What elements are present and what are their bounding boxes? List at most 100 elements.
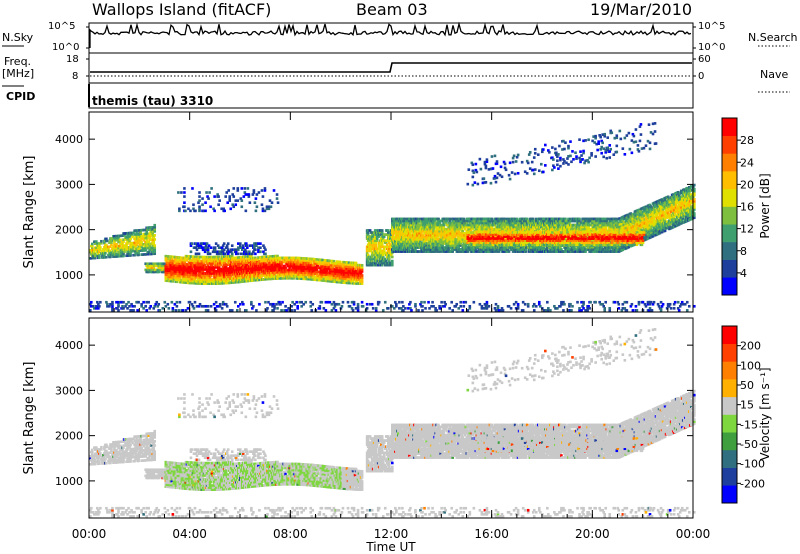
power-cell (194, 271, 198, 275)
power-cell (117, 246, 120, 250)
power-cell (264, 271, 267, 275)
power-cell (312, 263, 316, 267)
power-cell (345, 279, 349, 283)
power-cell (256, 260, 259, 264)
power-cell (213, 276, 217, 279)
power-cell (384, 259, 388, 263)
power-cell (368, 237, 372, 240)
power-cell (221, 244, 225, 247)
power-cell (114, 238, 117, 242)
power-cell (203, 250, 207, 254)
power-cell (360, 278, 364, 281)
power-cell (129, 252, 132, 255)
power-cell (366, 231, 370, 234)
power-cell (254, 248, 257, 252)
power-cell (378, 261, 382, 265)
power-cell (381, 255, 385, 259)
power-cell (338, 268, 342, 272)
power-cell (342, 281, 346, 284)
power-cell (142, 238, 145, 242)
power-cell (238, 244, 242, 247)
power-cell (189, 255, 193, 258)
power-cell (377, 245, 381, 249)
power-cell (123, 250, 126, 254)
power-cell (106, 249, 109, 253)
power-cell (203, 264, 207, 267)
power-cell (210, 264, 214, 267)
power-cell (149, 262, 152, 266)
power-cell (282, 258, 285, 262)
power-cell (98, 256, 101, 260)
power-cell (347, 261, 351, 264)
power-cell (169, 259, 173, 263)
power-cell (135, 231, 138, 234)
power-cell (253, 262, 256, 266)
power-cell (122, 252, 125, 256)
power-cell (350, 271, 354, 275)
power-cell (146, 244, 149, 248)
power-cell (100, 239, 103, 243)
power-cell (219, 280, 223, 283)
power-cell (253, 246, 256, 250)
power-cell (370, 257, 374, 261)
power-cell (227, 279, 231, 283)
power-cell (153, 250, 157, 253)
power-cell (142, 243, 145, 246)
power-cell (287, 264, 290, 268)
power-cell (126, 252, 129, 255)
power-cell (267, 255, 270, 258)
power-cell (386, 263, 390, 267)
power-cell (89, 250, 92, 254)
power-cell (225, 259, 229, 262)
power-cell (206, 246, 210, 250)
power-cell (220, 261, 224, 265)
power-cell (118, 240, 121, 244)
power-cell (137, 235, 140, 238)
power-cell (243, 276, 246, 279)
power-cell (303, 277, 307, 281)
power-cell (134, 237, 137, 241)
power-cell (103, 253, 106, 257)
power-cell (190, 267, 194, 271)
power-cell (317, 276, 321, 280)
power-cell (99, 248, 102, 251)
power-cell (170, 273, 174, 277)
power-cell (141, 236, 144, 240)
power-cell (96, 242, 99, 245)
power-cell (303, 265, 307, 268)
power-cell (135, 243, 138, 247)
power-cell (304, 275, 308, 279)
power-cell (98, 244, 101, 247)
power-cell (382, 259, 386, 263)
power-cell (225, 250, 229, 254)
power-cell (230, 254, 234, 258)
power-cell (242, 272, 245, 275)
power-cell (289, 270, 292, 274)
power-cell (119, 238, 122, 242)
power-cell (193, 255, 197, 259)
power-cell (153, 244, 157, 247)
power-cell (309, 273, 313, 277)
power-cell (250, 244, 253, 247)
power-cell (238, 276, 242, 280)
power-cell (366, 253, 370, 257)
power-cell (192, 275, 196, 279)
power-cell (123, 234, 126, 237)
power-cell (373, 255, 377, 259)
power-cell (149, 266, 152, 270)
power-cell (350, 267, 354, 271)
power-cell (330, 274, 334, 277)
power-cell (211, 250, 215, 254)
power-cell (117, 252, 120, 256)
power-cell (379, 249, 383, 253)
power-cell (204, 246, 208, 250)
power-cell (133, 233, 136, 237)
power-cell (328, 275, 332, 279)
power-cell (223, 261, 227, 265)
power-cell (258, 270, 261, 273)
power-cell (178, 276, 182, 280)
power-cell (116, 248, 119, 252)
power-cell (222, 281, 226, 285)
power-cell (246, 246, 249, 250)
power-cell (379, 257, 383, 261)
